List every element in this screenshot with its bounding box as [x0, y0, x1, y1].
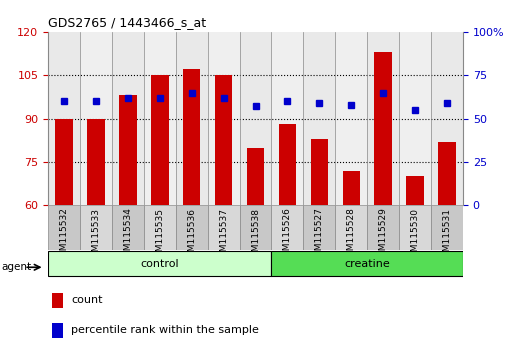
Text: GSM115528: GSM115528 [346, 207, 355, 262]
Text: percentile rank within the sample: percentile rank within the sample [71, 325, 258, 335]
Text: GSM115535: GSM115535 [155, 207, 164, 263]
Bar [335, 205, 367, 250]
Bar [437, 142, 455, 205]
Text: GSM115526: GSM115526 [282, 207, 291, 262]
Text: GSM115537: GSM115537 [219, 207, 228, 263]
Bar [52, 323, 63, 338]
Text: control: control [140, 259, 179, 269]
Text: GSM115536: GSM115536 [187, 207, 196, 263]
Text: GDS2765 / 1443466_s_at: GDS2765 / 1443466_s_at [48, 16, 206, 29]
Bar [207, 32, 239, 205]
Text: count: count [71, 296, 102, 306]
Text: GSM115527: GSM115527 [314, 207, 323, 262]
Text: agent: agent [1, 262, 31, 272]
Bar [80, 205, 112, 250]
Bar [278, 124, 295, 205]
Bar [112, 32, 143, 205]
Bar [367, 32, 398, 205]
Bar [430, 32, 462, 205]
Bar [342, 171, 360, 205]
Bar [310, 139, 328, 205]
Bar [143, 32, 175, 205]
Text: GSM115534: GSM115534 [123, 207, 132, 262]
Bar [183, 69, 200, 205]
Bar [80, 32, 112, 205]
Bar [239, 32, 271, 205]
Text: GSM115529: GSM115529 [378, 207, 387, 262]
Bar [48, 32, 80, 205]
Bar [398, 205, 430, 250]
Bar [303, 205, 335, 250]
Text: GSM115533: GSM115533 [91, 207, 100, 263]
Bar [48, 251, 271, 276]
Bar [335, 32, 367, 205]
Bar [175, 205, 207, 250]
Bar [239, 205, 271, 250]
Text: GSM115531: GSM115531 [442, 207, 450, 263]
Bar [303, 32, 335, 205]
Bar [52, 293, 63, 308]
Bar [271, 205, 303, 250]
Bar [374, 52, 391, 205]
Bar [367, 205, 398, 250]
Bar [207, 205, 239, 250]
Bar [215, 75, 232, 205]
Text: GSM115532: GSM115532 [60, 207, 68, 262]
Bar [406, 176, 423, 205]
Bar [271, 32, 303, 205]
Text: GSM115530: GSM115530 [410, 207, 419, 263]
Bar [175, 32, 207, 205]
Bar [398, 32, 430, 205]
Bar [430, 205, 462, 250]
Bar [119, 96, 136, 205]
Bar [143, 205, 175, 250]
Text: GSM115538: GSM115538 [250, 207, 260, 263]
Text: creatine: creatine [344, 259, 389, 269]
Bar [150, 75, 168, 205]
Bar [271, 251, 462, 276]
Bar [112, 205, 143, 250]
Bar [48, 205, 80, 250]
Bar [246, 148, 264, 205]
Bar [87, 119, 105, 205]
Bar [55, 119, 73, 205]
